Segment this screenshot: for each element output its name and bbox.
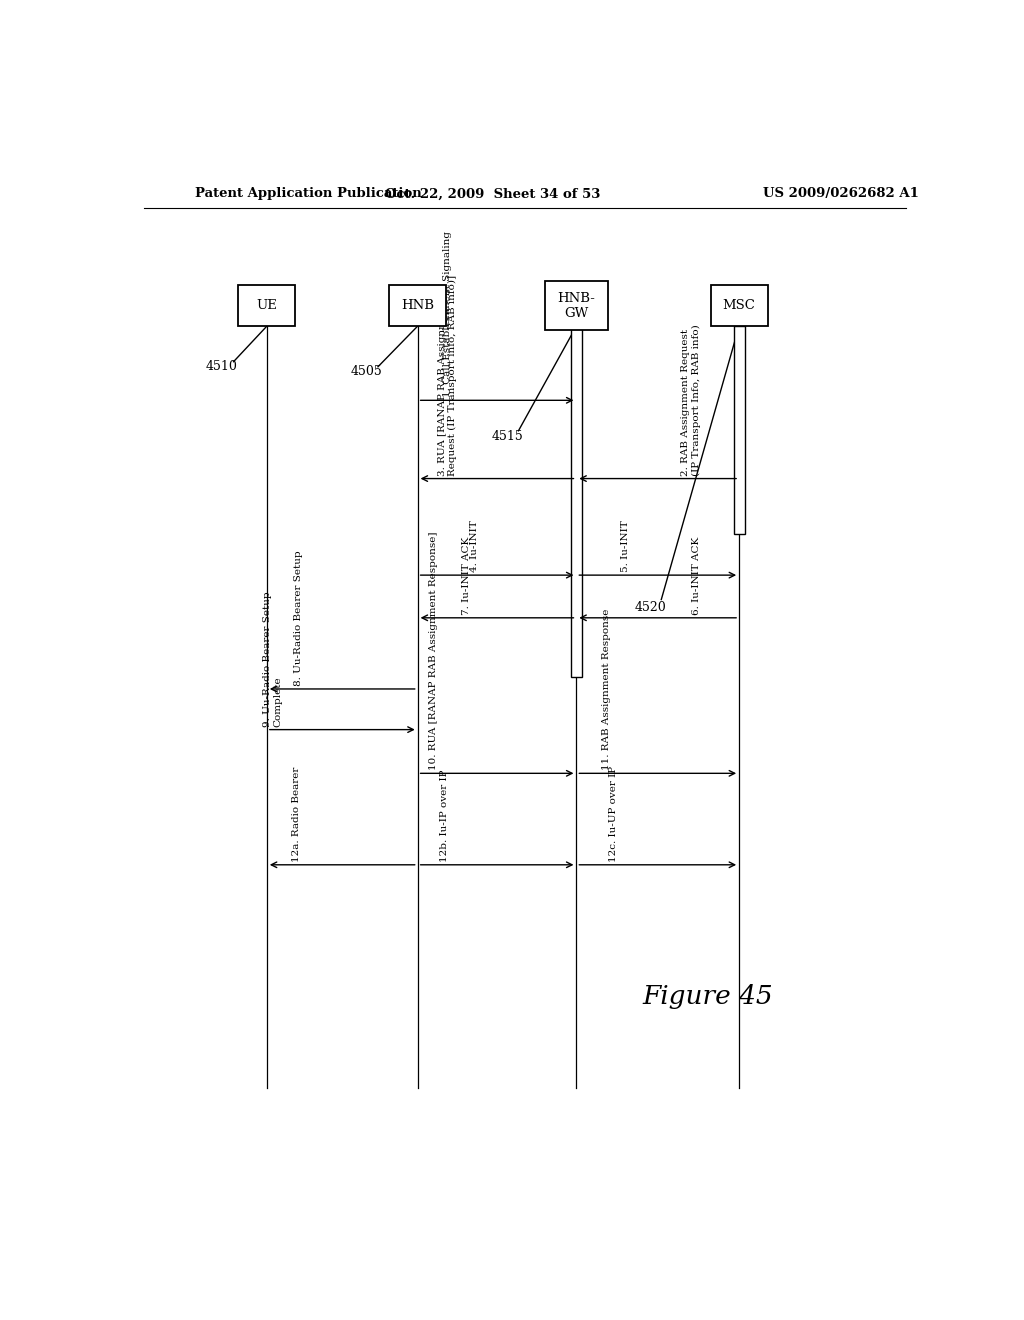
Text: 4. Iu-INIT: 4. Iu-INIT (470, 520, 479, 572)
Text: 12b. Iu-IP over IP: 12b. Iu-IP over IP (440, 770, 450, 862)
Text: 3. RUA [RANAP RAB Assignment
Request (IP Transport info, RAB info)]: 3. RUA [RANAP RAB Assignment Request (IP… (438, 275, 458, 475)
Bar (545, 281, 608, 330)
Text: 4520: 4520 (634, 601, 666, 614)
Text: 5. Iu-INIT: 5. Iu-INIT (621, 520, 630, 572)
Text: 10. RUA [RANAP RAB Assignment Response]: 10. RUA [RANAP RAB Assignment Response] (428, 532, 437, 771)
Text: Patent Application Publication: Patent Application Publication (196, 187, 422, 201)
Text: 12a. Radio Bearer: 12a. Radio Bearer (292, 767, 301, 862)
Text: 6. Iu-INIT ACK: 6. Iu-INIT ACK (692, 536, 701, 615)
Bar (733, 326, 744, 535)
Text: 12c. Iu-UP over IP: 12c. Iu-UP over IP (609, 766, 618, 862)
Text: 2. RAB Assignment Request
(IP Transport Info, RAB info): 2. RAB Assignment Request (IP Transport … (681, 323, 701, 475)
Text: Figure 45: Figure 45 (642, 985, 773, 1010)
Bar (389, 285, 446, 326)
Text: HNB: HNB (401, 300, 434, 313)
Bar (239, 285, 296, 326)
Text: 4510: 4510 (206, 360, 238, 374)
Text: MSC: MSC (723, 300, 756, 313)
Text: 4505: 4505 (350, 366, 382, 379)
Text: 7. Iu-INIT ACK: 7. Iu-INIT ACK (462, 536, 471, 615)
Text: US 2009/0262682 A1: US 2009/0262682 A1 (763, 187, 919, 201)
Text: UE: UE (256, 300, 278, 313)
Text: HNB-
GW: HNB- GW (557, 292, 595, 319)
Text: 4515: 4515 (492, 430, 523, 444)
Text: Oct. 22, 2009  Sheet 34 of 53: Oct. 22, 2009 Sheet 34 of 53 (385, 187, 601, 201)
Text: 8. Uu-Radio Bearer Setup: 8. Uu-Radio Bearer Setup (294, 550, 303, 686)
Text: 9. Uu-Radio Bearer Setup
Complete: 9. Uu-Radio Bearer Setup Complete (263, 591, 283, 726)
Text: 11. RAB Assignment Response: 11. RAB Assignment Response (601, 609, 610, 771)
Bar (570, 326, 582, 677)
Bar (711, 285, 768, 326)
Text: 1. Call Establishment Signaling: 1. Call Establishment Signaling (442, 231, 452, 397)
